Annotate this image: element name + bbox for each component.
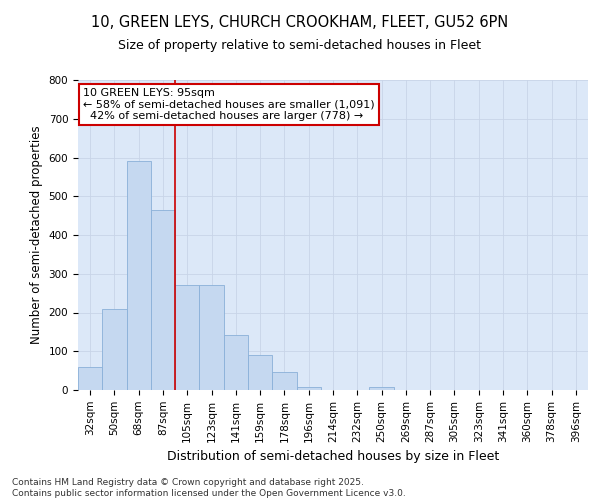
Text: Size of property relative to semi-detached houses in Fleet: Size of property relative to semi-detach…	[119, 38, 482, 52]
Bar	[224, 334, 248, 390]
Text: 10, GREEN LEYS, CHURCH CROOKHAM, FLEET, GU52 6PN: 10, GREEN LEYS, CHURCH CROOKHAM, FLEET, …	[91, 15, 509, 30]
Bar	[102, 308, 127, 390]
Bar	[151, 210, 175, 390]
Bar	[127, 160, 151, 390]
Bar	[296, 387, 321, 390]
Bar	[199, 286, 224, 390]
Bar	[370, 388, 394, 390]
Bar	[175, 286, 199, 390]
X-axis label: Distribution of semi-detached houses by size in Fleet: Distribution of semi-detached houses by …	[167, 450, 499, 463]
Y-axis label: Number of semi-detached properties: Number of semi-detached properties	[30, 126, 43, 344]
Text: Contains HM Land Registry data © Crown copyright and database right 2025.
Contai: Contains HM Land Registry data © Crown c…	[12, 478, 406, 498]
Bar	[272, 372, 296, 390]
Bar	[78, 367, 102, 390]
Text: 10 GREEN LEYS: 95sqm
← 58% of semi-detached houses are smaller (1,091)
  42% of : 10 GREEN LEYS: 95sqm ← 58% of semi-detac…	[83, 88, 375, 121]
Bar	[248, 355, 272, 390]
